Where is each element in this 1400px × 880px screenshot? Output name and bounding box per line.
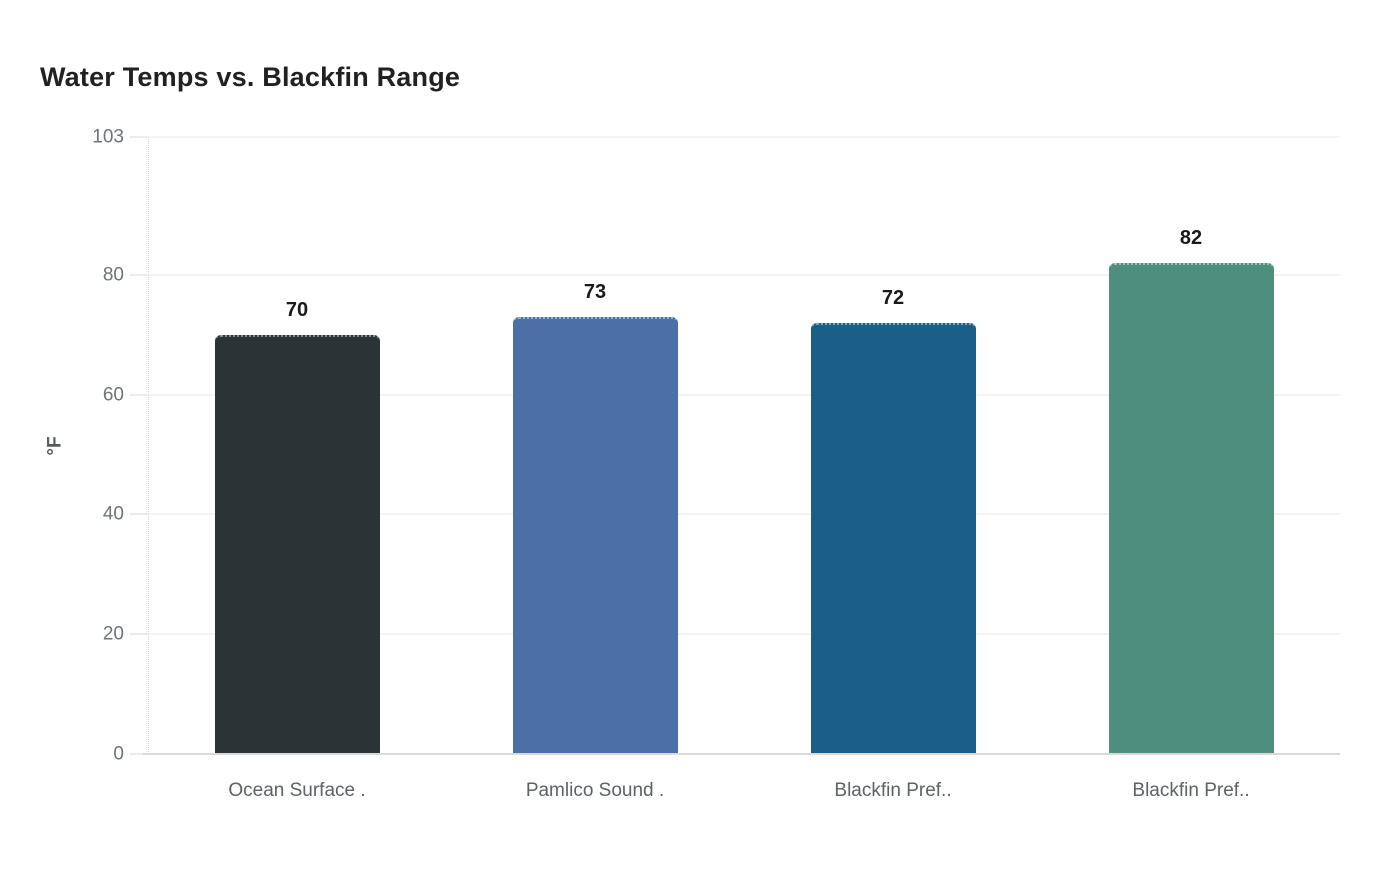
- x-axis-line: [143, 753, 1340, 755]
- gridline: [148, 394, 1340, 396]
- x-category-label: Pamlico Sound .: [525, 780, 665, 801]
- gridline: [148, 513, 1340, 515]
- gridline: [148, 136, 1340, 138]
- y-tick-label: 20: [102, 623, 124, 645]
- bar-group-ocean-surface: 70: [148, 137, 446, 754]
- y-tick-mark: [130, 513, 148, 515]
- bar-group-pamlico-sound: 73: [446, 137, 744, 754]
- bars-row: 70 73 72 82: [148, 137, 1340, 754]
- x-axis-labels: Ocean Surface . Pamlico Sound . Blackfin…: [148, 780, 1340, 802]
- bar-value-label: 73: [583, 280, 607, 303]
- bar-value-label: 82: [1179, 226, 1203, 249]
- bar-group-blackfin-pref-low: 72: [744, 137, 1042, 754]
- y-axis-title: °F: [45, 435, 66, 456]
- plot-area: 0 20 40 60 80 103 70 73 72 82: [92, 128, 1340, 764]
- bar[interactable]: [1108, 262, 1274, 754]
- y-tick-label: 40: [102, 503, 124, 525]
- bar-group-blackfin-pref-high: 82: [1042, 137, 1340, 754]
- y-axis-title-container: °F: [38, 137, 74, 754]
- y-axis-line: [148, 137, 149, 754]
- y-tick-mark: [130, 633, 148, 635]
- y-tick-label: 103: [92, 126, 124, 148]
- y-tick-mark: [130, 274, 148, 276]
- bar[interactable]: [512, 316, 678, 754]
- gridline: [148, 633, 1340, 635]
- y-tick-mark: [130, 394, 148, 396]
- y-tick-label: 80: [102, 264, 124, 286]
- y-tick-label: 0: [113, 743, 124, 765]
- bar[interactable]: [810, 322, 976, 754]
- bar-value-label: 70: [285, 298, 309, 321]
- bar[interactable]: [214, 334, 380, 754]
- y-tick-mark: [130, 136, 148, 138]
- y-tick-label: 60: [102, 384, 124, 406]
- chart-title: Water Temps vs. Blackfin Range: [40, 62, 461, 92]
- x-category-label: Blackfin Pref..: [834, 780, 952, 801]
- x-category-label: Blackfin Pref..: [1132, 780, 1250, 801]
- x-category-label: Ocean Surface .: [228, 780, 366, 801]
- bar-value-label: 72: [881, 286, 905, 309]
- gridline: [148, 274, 1340, 276]
- y-tick-mark: [130, 753, 148, 755]
